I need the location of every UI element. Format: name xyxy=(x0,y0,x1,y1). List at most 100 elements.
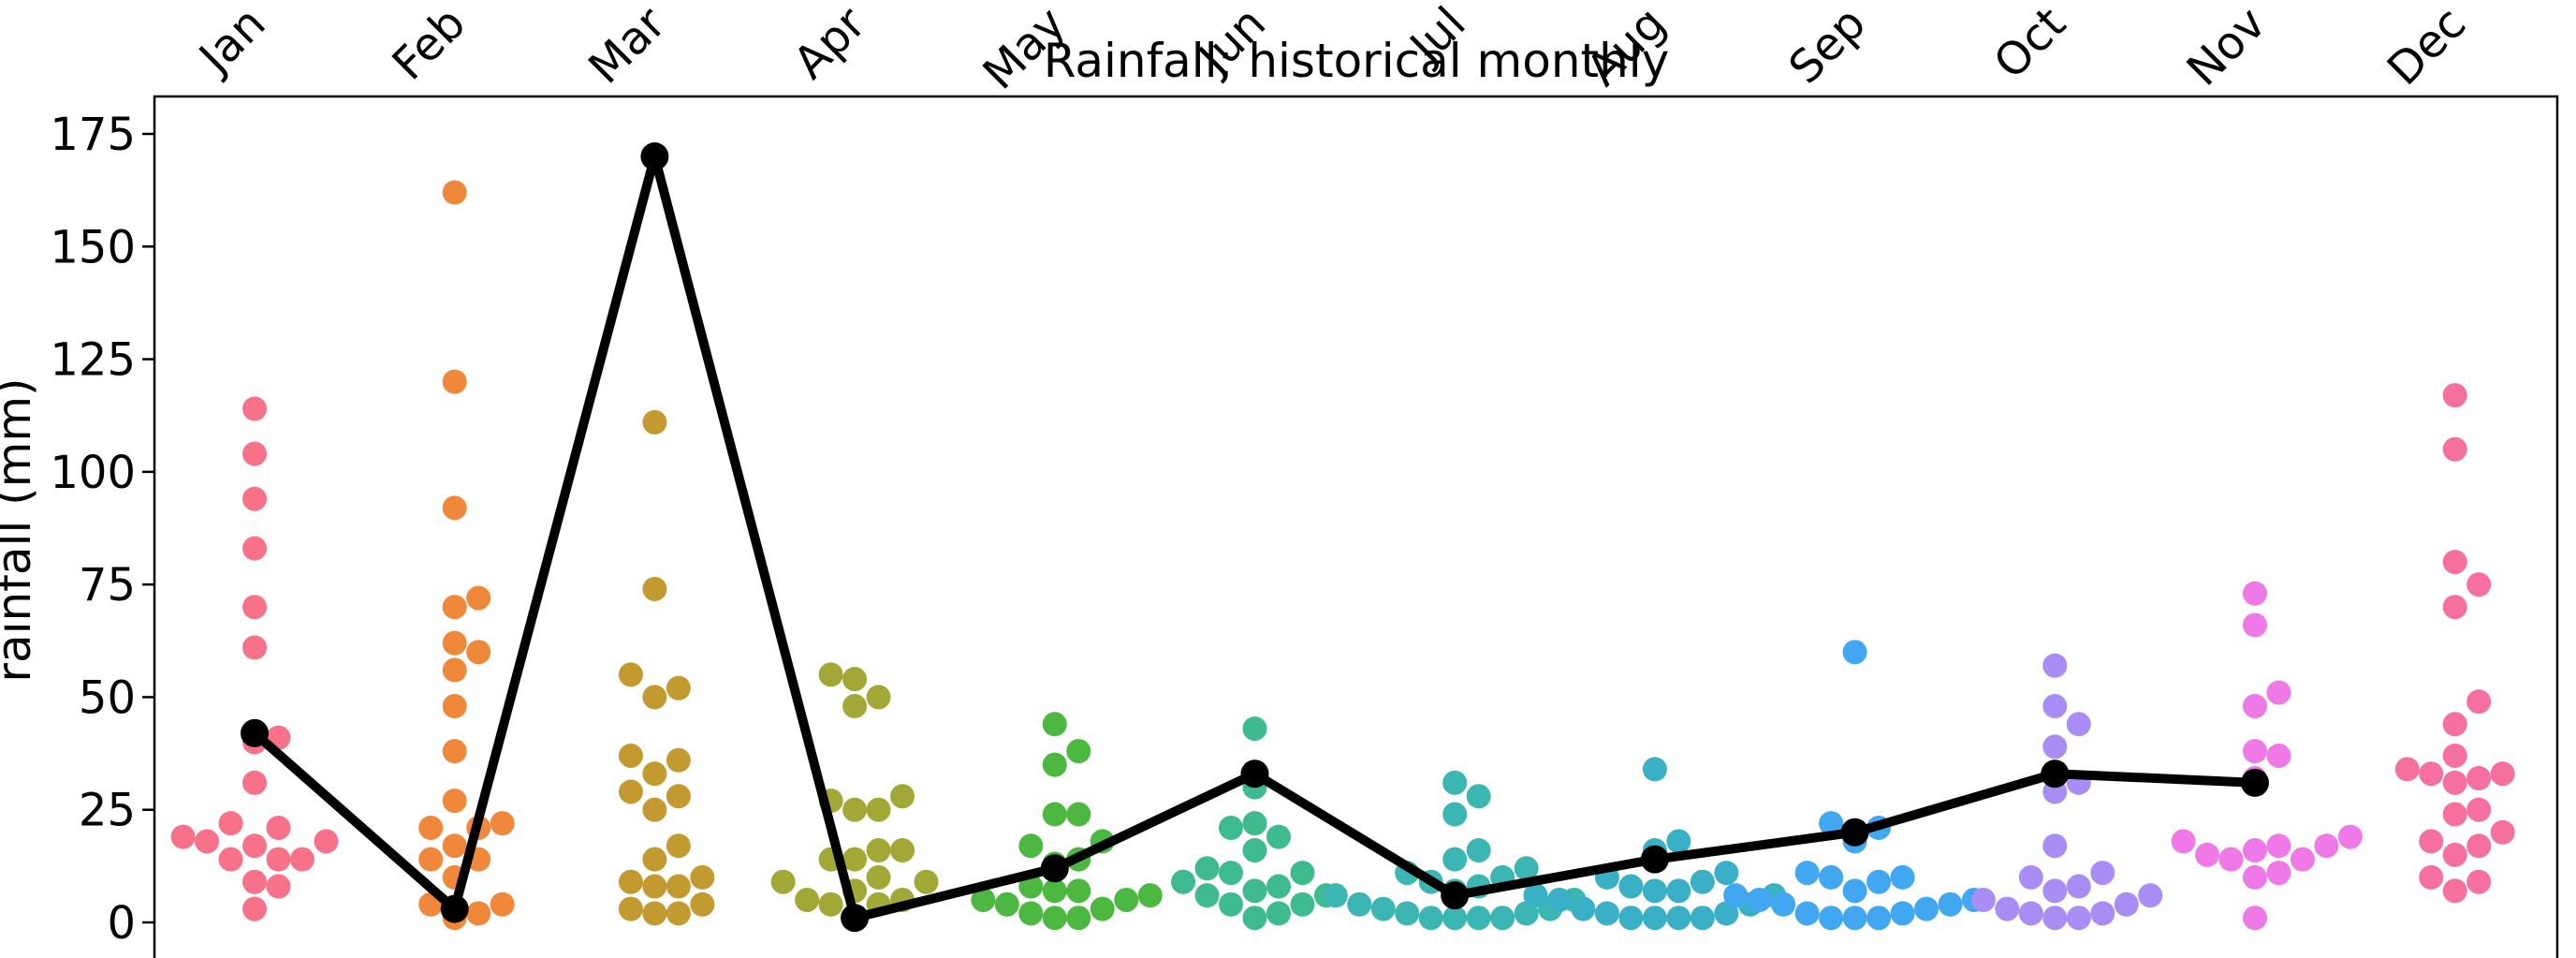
data-point-dec-5 xyxy=(2419,829,2444,854)
data-point-apr-6 xyxy=(914,869,939,894)
data-point-may-5 xyxy=(1114,887,1139,912)
data-point-sep-4 xyxy=(1794,901,1820,926)
data-point-apr-4 xyxy=(795,887,820,912)
data-point-feb-11 xyxy=(442,789,467,814)
data-point-may-16 xyxy=(1066,802,1091,827)
data-point-dec-13 xyxy=(2394,757,2420,782)
data-point-oct-5 xyxy=(2114,892,2139,917)
data-point-feb-6 xyxy=(418,847,444,872)
data-point-oct-6 xyxy=(1970,887,1996,912)
data-point-may-7 xyxy=(1137,883,1163,908)
data-point-jul-17 xyxy=(1442,847,1468,872)
x-tick-label-sep: Sep xyxy=(1779,0,1877,94)
data-point-oct-10 xyxy=(2018,864,2043,890)
mean-marker-feb xyxy=(440,894,469,923)
data-point-jul-4 xyxy=(1395,901,1420,926)
data-point-oct-9 xyxy=(2066,874,2091,899)
data-point-may-8 xyxy=(1042,878,1067,904)
data-point-mar-12 xyxy=(618,779,643,804)
data-point-jun-3 xyxy=(1290,892,1315,917)
data-point-mar-15 xyxy=(618,743,643,768)
data-point-jan-5 xyxy=(289,847,315,872)
data-point-jul-6 xyxy=(1370,896,1396,921)
data-point-dec-6 xyxy=(2490,819,2515,845)
data-point-mar-14 xyxy=(666,747,691,773)
data-point-jan-4 xyxy=(218,847,243,872)
data-point-aug-18 xyxy=(1666,829,1691,854)
data-point-nov-13 xyxy=(2243,739,2267,764)
y-tick-label-75: 75 xyxy=(79,559,136,612)
mean-marker-mar xyxy=(640,142,669,171)
data-point-sep-12 xyxy=(1866,869,1892,894)
data-point-nov-16 xyxy=(2243,612,2267,638)
data-point-apr-2 xyxy=(818,892,843,917)
data-point-jun-15 xyxy=(1242,811,1267,836)
data-point-jul-16 xyxy=(1514,856,1539,881)
swarm-points xyxy=(170,180,2515,931)
data-point-mar-13 xyxy=(642,761,667,787)
data-point-mar-0 xyxy=(642,901,667,926)
data-point-may-13 xyxy=(1018,833,1044,859)
data-point-dec-12 xyxy=(2490,761,2515,787)
data-point-nov-9 xyxy=(2171,829,2196,854)
data-point-nov-0 xyxy=(2243,906,2267,931)
data-point-mar-19 xyxy=(642,576,667,601)
y-tick-label-175: 175 xyxy=(50,109,136,161)
data-point-nov-15 xyxy=(2266,680,2291,705)
data-point-may-1 xyxy=(1066,906,1091,931)
mean-marker-apr xyxy=(841,904,870,933)
data-point-apr-11 xyxy=(866,838,891,863)
data-point-nov-2 xyxy=(2266,861,2291,886)
data-point-jul-8 xyxy=(1347,892,1372,917)
data-point-jan-20 xyxy=(242,396,267,421)
data-point-nov-1 xyxy=(2243,864,2267,890)
data-point-apr-17 xyxy=(842,694,868,719)
data-point-sep-19 xyxy=(1842,640,1867,665)
data-point-oct-17 xyxy=(2042,694,2068,719)
data-point-jun-12 xyxy=(1242,838,1267,863)
data-point-aug-14 xyxy=(1690,869,1715,894)
data-point-feb-15 xyxy=(466,640,491,665)
data-point-aug-16 xyxy=(1714,861,1739,886)
data-point-jan-2 xyxy=(242,869,267,894)
data-point-mar-16 xyxy=(642,685,667,710)
data-point-jul-2 xyxy=(1418,906,1443,931)
chart-title: Rainfall: historical monthly xyxy=(1044,34,1670,88)
data-point-sep-2 xyxy=(1819,906,1844,931)
data-point-jul-18 xyxy=(1466,838,1491,863)
data-point-apr-20 xyxy=(818,662,843,687)
data-point-oct-12 xyxy=(2042,833,2068,859)
data-point-mar-20 xyxy=(642,409,667,435)
data-point-jun-10 xyxy=(1290,861,1315,886)
data-point-mar-7 xyxy=(690,864,715,890)
data-point-jul-19 xyxy=(1442,802,1468,827)
data-point-oct-2 xyxy=(2018,901,2043,926)
data-point-mar-2 xyxy=(618,896,643,921)
data-point-mar-10 xyxy=(642,797,667,822)
data-point-sep-8 xyxy=(1747,887,1772,912)
data-point-jan-15 xyxy=(242,635,267,660)
data-point-mar-1 xyxy=(666,901,691,926)
data-point-mar-9 xyxy=(666,833,691,859)
data-point-apr-12 xyxy=(890,838,915,863)
x-tick-label-dec: Dec xyxy=(2378,0,2476,96)
data-point-dec-4 xyxy=(2466,833,2492,859)
data-point-aug-2 xyxy=(1618,906,1644,931)
data-point-may-2 xyxy=(1018,901,1044,926)
x-tick-label-feb: Feb xyxy=(382,0,476,91)
data-point-nov-17 xyxy=(2243,581,2267,606)
data-point-sep-1 xyxy=(1866,906,1892,931)
data-point-sep-11 xyxy=(1842,878,1867,904)
y-axis-label: rainfall (mm) xyxy=(0,377,41,682)
data-point-mar-3 xyxy=(690,892,715,917)
data-point-may-6 xyxy=(971,887,996,912)
data-point-sep-3 xyxy=(1890,901,1915,926)
data-point-jan-7 xyxy=(195,829,220,854)
data-point-nov-5 xyxy=(2195,842,2220,867)
data-point-may-17 xyxy=(1042,752,1067,777)
data-point-oct-0 xyxy=(2042,906,2068,931)
data-point-jun-11 xyxy=(1194,856,1220,881)
data-point-dec-19 xyxy=(2442,550,2467,575)
data-point-jan-16 xyxy=(242,595,267,620)
data-point-jun-13 xyxy=(1266,824,1291,849)
